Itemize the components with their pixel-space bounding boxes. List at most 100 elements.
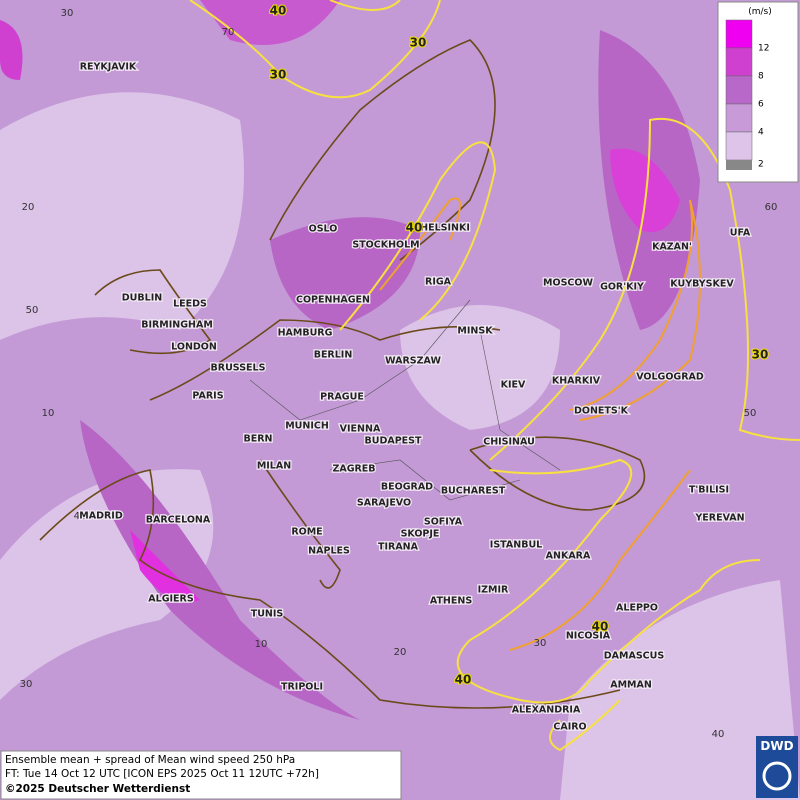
- city-label: AMMAN: [610, 680, 652, 691]
- contour-label: 30: [270, 68, 287, 82]
- city-label: ISTANBUL: [490, 540, 542, 551]
- city-label: REYKJAVIK: [80, 62, 137, 73]
- city-label: NAPLES: [308, 546, 350, 557]
- city-label: GOR'KIY: [600, 282, 644, 293]
- city-label: MINSK: [457, 326, 493, 337]
- city-label: NICOSIA: [566, 631, 611, 642]
- graticule-label: 60: [765, 202, 778, 213]
- graticule-label: 40: [74, 511, 87, 522]
- footer-line: ©2025 Deutscher Wetterdienst: [5, 783, 190, 795]
- city-label: DONETS'K: [574, 406, 629, 417]
- city-label: PARIS: [192, 391, 223, 402]
- graticule-label: 50: [26, 305, 39, 316]
- city-label: SKOPJE: [401, 529, 440, 540]
- city-label: BARCELONA: [146, 515, 211, 526]
- city-label: LONDON: [171, 342, 217, 353]
- legend-level: 12: [758, 44, 769, 54]
- graticule-label: 30: [20, 679, 33, 690]
- city-label: T'BILISI: [689, 485, 729, 496]
- city-label: KAZAN': [652, 242, 692, 253]
- city-label: HAMBURG: [278, 328, 333, 339]
- city-label: MOSCOW: [543, 278, 593, 289]
- legend-level: 4: [758, 128, 764, 138]
- legend-swatch: [725, 47, 753, 77]
- footer-box: [0, 750, 402, 800]
- city-label: RIGA: [425, 277, 452, 288]
- contour-label: 40: [455, 673, 472, 687]
- city-label: VIENNA: [340, 424, 381, 435]
- city-label: DUBLIN: [122, 293, 162, 304]
- city-label: ALEPPO: [616, 603, 658, 614]
- legend-swatch: [725, 131, 753, 161]
- graticule-label: 50: [744, 408, 757, 419]
- graticule-label: 30: [534, 638, 547, 649]
- city-label: VOLGOGRAD: [636, 372, 704, 383]
- legend-swatch: [725, 19, 753, 49]
- city-label: KUYBYSKEV: [670, 279, 734, 290]
- contour-label: 40: [270, 4, 287, 18]
- contour-label: 40: [592, 620, 609, 634]
- city-label: BERN: [244, 434, 273, 445]
- logo-swirl: [762, 761, 792, 791]
- city-label: CAIRO: [553, 722, 586, 733]
- labels: 30 70 20 50 10 40 30 60 50 10 20 30 40 REYKJAVIK OSLO H…: [20, 3, 778, 741]
- city-label: UFA: [730, 228, 751, 239]
- city-label: TRIPOLI: [281, 682, 323, 693]
- city-label: HELSINKI: [420, 223, 470, 234]
- city-label: KHARKIV: [552, 376, 601, 387]
- city-label: CHISINAU: [483, 437, 535, 448]
- legend-swatch: [725, 75, 753, 105]
- city-label: ALGIERS: [148, 594, 194, 605]
- city-label: WARSZAW: [385, 356, 441, 367]
- city-label: ROME: [291, 527, 322, 538]
- coastline: [39, 39, 646, 709]
- contour-label: 30: [410, 36, 427, 50]
- footer-line: Ensemble mean + spread of Mean wind spee…: [5, 754, 295, 766]
- city-label: SARAJEVO: [357, 498, 411, 509]
- legend-level: 2: [758, 160, 764, 170]
- graticule-label: 10: [255, 639, 268, 650]
- city-label: BEOGRAD: [381, 482, 433, 493]
- city-label: BRUSSELS: [211, 363, 266, 374]
- city-label: STOCKHOLM: [352, 240, 419, 251]
- city-label: LEEDS: [173, 299, 207, 310]
- city-label: OSLO: [309, 224, 338, 235]
- city-label: COPENHAGEN: [296, 295, 370, 306]
- city-label: MUNICH: [285, 421, 329, 432]
- logo: DWD: [756, 736, 798, 798]
- city-label: PRAGUE: [320, 392, 364, 403]
- legend: (m/s) 12 8 6 4 2: [717, 1, 799, 183]
- city-label: ATHENS: [430, 596, 472, 607]
- city-label: ALEXANDRIA: [512, 705, 581, 716]
- city-label: ZAGREB: [332, 464, 375, 475]
- legend-level: 6: [758, 100, 764, 110]
- graticule-label: 40: [712, 729, 725, 740]
- city-label: KIEV: [501, 380, 526, 391]
- graticule-label: 20: [394, 647, 407, 658]
- city-label: MADRID: [79, 511, 123, 522]
- isotachs: [189, 0, 800, 752]
- contour-label: 30: [752, 348, 769, 362]
- city-label: BIRMINGHAM: [141, 320, 213, 331]
- city-label: TIRANA: [378, 542, 419, 553]
- city-label: TUNIS: [251, 609, 284, 620]
- city-label: BUDAPEST: [365, 436, 422, 447]
- footer: Ensemble mean + spread of Mean wind spee…: [0, 750, 402, 800]
- legend-unit: (m/s): [748, 7, 772, 17]
- graticule-label: 30: [61, 8, 74, 19]
- legend-level: 8: [758, 72, 764, 82]
- graticule-label: 20: [22, 202, 35, 213]
- contour-label: 40: [406, 221, 423, 235]
- city-label: DAMASCUS: [604, 651, 665, 662]
- graticule-label: 10: [42, 408, 55, 419]
- logo-text: DWD: [760, 739, 793, 753]
- legend-swatch: [725, 103, 753, 133]
- footer-line: FT: Tue 14 Oct 12 UTC [ICON EPS 2025 Oct…: [5, 768, 319, 780]
- city-label: SOFIYA: [424, 517, 463, 528]
- legend-swatch: [726, 160, 752, 170]
- city-label: MILAN: [257, 461, 291, 472]
- city-label: YEREVAN: [694, 513, 744, 524]
- city-label: BERLIN: [314, 350, 353, 361]
- borders: [249, 299, 561, 501]
